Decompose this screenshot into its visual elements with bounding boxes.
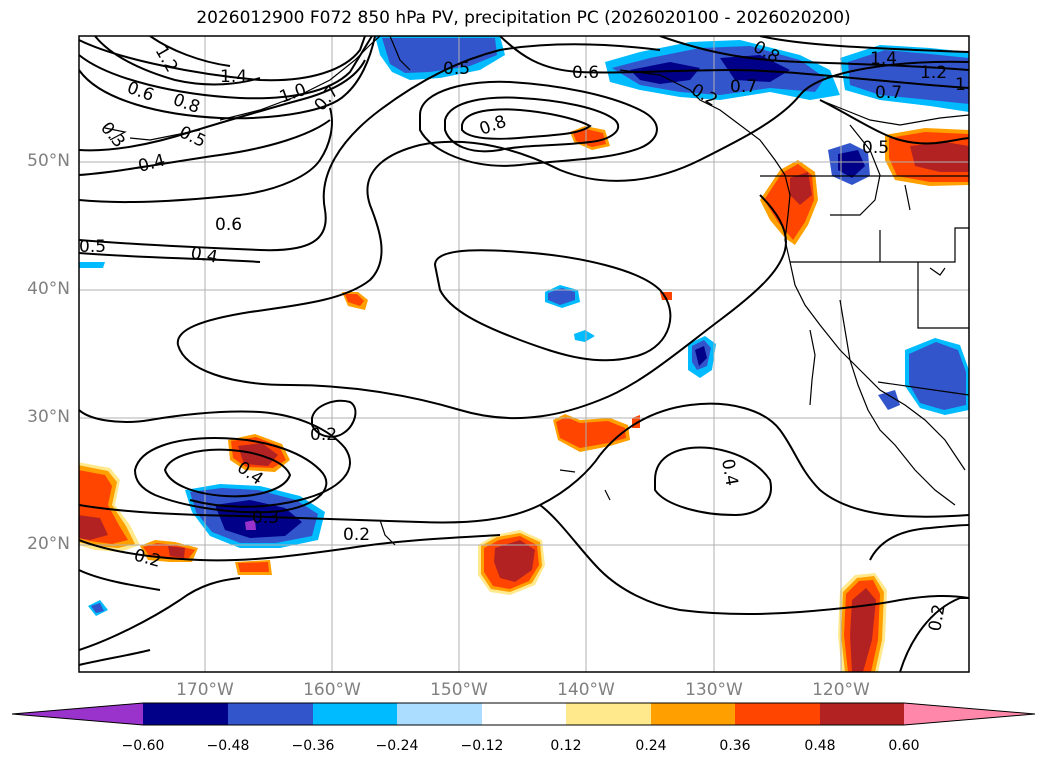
colorbar-swatch <box>397 703 482 725</box>
colorbar-tick: −0.60 <box>121 738 165 754</box>
contour-label: 1.2 <box>920 63 947 83</box>
colorbar-swatch <box>313 703 397 725</box>
contour-label: 0.6 <box>572 63 599 83</box>
colorbar-tick: −0.24 <box>375 738 419 754</box>
contour-label: 0.5 <box>79 237 106 257</box>
contour-label: 0.5 <box>862 138 889 158</box>
contour-label: 1 <box>955 75 966 95</box>
plot-frame <box>78 35 970 673</box>
colorbar-outline <box>11 702 1036 726</box>
lat-label: 20°N <box>27 534 70 554</box>
lon-label: 120°W <box>812 680 870 700</box>
colorbar-tick: −0.12 <box>460 738 504 754</box>
lat-label: 50°N <box>27 151 70 171</box>
contour-label: 0.7 <box>875 83 902 103</box>
colorbar-tick: −0.36 <box>291 738 335 754</box>
colorbar-tick: 0.36 <box>719 738 751 754</box>
colorbar-swatch <box>566 703 651 725</box>
colorbar-extend-high <box>904 703 1035 725</box>
contour-label: 0.2 <box>925 603 949 633</box>
colorbar-tick: 0.12 <box>550 738 582 754</box>
colorbar-tick: 0.48 <box>804 738 836 754</box>
lon-label: 160°W <box>303 680 361 700</box>
lon-label: 150°W <box>430 680 488 700</box>
contour-label: 0.2 <box>343 525 370 545</box>
colorbar <box>11 702 1036 726</box>
contour-label: 0.7 <box>730 77 757 97</box>
contour-label: 0.4 <box>717 457 741 487</box>
contour-label: 0.6 <box>215 215 242 235</box>
lat-label: 40°N <box>27 279 70 299</box>
colorbar-swatch <box>651 703 735 725</box>
colorbar-tick: 0.24 <box>635 738 667 754</box>
lon-label: 140°W <box>557 680 615 700</box>
colorbar-swatch <box>820 703 904 725</box>
contour-label: 0.4 <box>189 243 219 267</box>
pv-contours <box>79 36 969 672</box>
colorbar-swatch <box>143 703 228 725</box>
lon-label: 170°W <box>176 680 234 700</box>
contour-label: 1.4 <box>220 67 247 87</box>
colorbar-swatch <box>228 703 313 725</box>
colorbar-swatch <box>735 703 820 725</box>
colorbar-tick: 0.60 <box>888 738 920 754</box>
contour-label: 0.2 <box>310 425 337 445</box>
lat-label: 30°N <box>27 407 70 427</box>
colorbar-swatch <box>482 703 566 725</box>
contour-label: 0.3 <box>252 508 279 528</box>
colorbar-tick: −0.48 <box>206 738 250 754</box>
contour-label: 1.4 <box>870 49 897 69</box>
colorbar-extend-low <box>12 703 143 725</box>
contour-label: 0.5 <box>443 59 470 79</box>
figure-title: 2026012900 F072 850 hPa PV, precipitatio… <box>196 8 851 28</box>
lon-label: 130°W <box>685 680 743 700</box>
